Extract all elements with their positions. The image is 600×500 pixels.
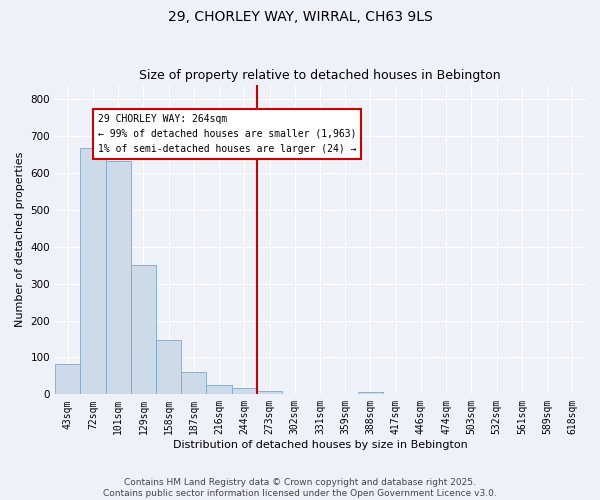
Bar <box>358 392 383 394</box>
Y-axis label: Number of detached properties: Number of detached properties <box>15 152 25 327</box>
Bar <box>206 385 232 394</box>
Bar <box>80 148 106 394</box>
Bar <box>156 340 181 394</box>
Text: Contains HM Land Registry data © Crown copyright and database right 2025.
Contai: Contains HM Land Registry data © Crown c… <box>103 478 497 498</box>
Bar <box>131 264 156 394</box>
Bar <box>232 388 257 394</box>
Bar <box>257 390 282 394</box>
Title: Size of property relative to detached houses in Bebington: Size of property relative to detached ho… <box>139 69 501 82</box>
Bar <box>106 162 131 394</box>
Bar <box>55 364 80 394</box>
Bar <box>181 372 206 394</box>
Text: 29 CHORLEY WAY: 264sqm
← 99% of detached houses are smaller (1,963)
1% of semi-d: 29 CHORLEY WAY: 264sqm ← 99% of detached… <box>98 114 356 154</box>
X-axis label: Distribution of detached houses by size in Bebington: Distribution of detached houses by size … <box>173 440 467 450</box>
Text: 29, CHORLEY WAY, WIRRAL, CH63 9LS: 29, CHORLEY WAY, WIRRAL, CH63 9LS <box>167 10 433 24</box>
